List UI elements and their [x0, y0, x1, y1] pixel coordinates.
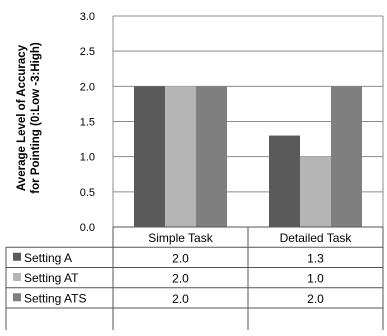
category-label: Detailed Task — [280, 231, 353, 245]
y-axis-label-line-1: Average Level of Accuracy — [16, 44, 28, 191]
bar — [165, 86, 196, 227]
bar — [269, 135, 300, 227]
legend-label: Setting A — [24, 251, 72, 265]
data-label: 1.0 — [307, 272, 324, 286]
legend-label: Setting ATS — [24, 291, 86, 305]
bar — [196, 86, 227, 227]
data-label: 2.0 — [172, 272, 189, 286]
legend-swatch — [13, 252, 21, 261]
data-label: 2.0 — [172, 251, 189, 265]
bars — [134, 86, 362, 227]
data-label: 2.0 — [307, 292, 324, 306]
y-tick-label: 3.0 — [80, 11, 95, 23]
y-tick-label: 1.0 — [80, 152, 95, 164]
bar — [134, 86, 165, 227]
y-tick-label: 2.0 — [80, 81, 95, 93]
data-label: 2.0 — [172, 292, 189, 306]
legend-swatch — [13, 293, 21, 302]
y-tick-label: 0.0 — [80, 222, 95, 234]
legend-swatch — [13, 273, 21, 281]
data-label: 1.3 — [307, 251, 324, 265]
y-axis-label-line-2: for Pointing (0:Low -3:High) — [30, 42, 42, 194]
y-tick-label: 0.5 — [80, 187, 95, 199]
category-label: Simple Task — [148, 231, 213, 245]
bar — [331, 86, 362, 227]
y-axis-ticks: 0.0 0.5 1.0 1.5 2.0 2.5 3.0 — [80, 11, 95, 234]
y-tick-label: 2.5 — [80, 46, 95, 58]
y-tick-label: 1.5 — [80, 117, 95, 129]
bar — [300, 156, 331, 227]
y-axis-label: Average Level of Accuracy for Pointing (… — [16, 42, 42, 194]
legend-label: Setting AT — [24, 271, 79, 285]
data-table: Simple Task Detailed Task Setting A 2.0 1.3 S… — [5, 226, 384, 330]
